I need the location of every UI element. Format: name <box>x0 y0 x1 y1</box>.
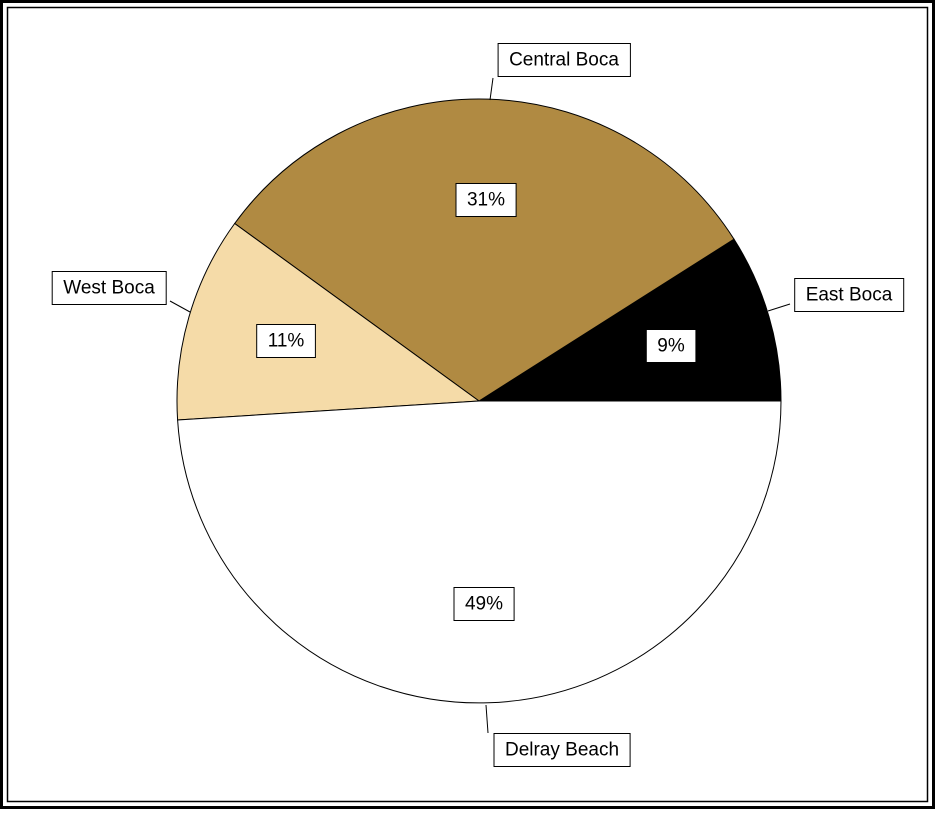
category-label-east-boca-text: East Boca <box>806 285 893 306</box>
category-label-central-boca-box <box>497 43 631 77</box>
value-label-west-boca-box <box>256 324 316 358</box>
category-label-east-boca: East Boca <box>794 278 905 312</box>
value-label-west-boca: 11% <box>256 324 316 358</box>
pie-slice-east-boca <box>477 238 782 402</box>
leader-line-delray-beach <box>485 704 489 734</box>
pie-slice-west-boca <box>176 222 481 421</box>
value-label-delray-beach-box <box>453 587 515 621</box>
category-label-east-boca-box <box>794 278 905 312</box>
value-label-delray-beach-text: 49% <box>465 594 503 615</box>
value-label-central-boca-text: 31% <box>467 190 505 211</box>
category-label-delray-beach: Delray Beach <box>493 733 631 767</box>
pie-slice-central-boca <box>233 98 735 402</box>
leader-line-east-boca <box>767 303 791 312</box>
leader-lines <box>169 77 791 734</box>
category-label-central-boca-text: Central Boca <box>509 50 619 71</box>
category-label-west-boca-box <box>51 271 167 305</box>
slice-labels: 9% East Boca 31% Central Boca 11% West Boca 49… <box>51 43 905 767</box>
value-label-east-boca-box <box>645 329 697 363</box>
pie-slices <box>176 98 782 704</box>
pie-slice-delray-beach <box>177 400 782 704</box>
value-label-delray-beach: 49% <box>453 587 515 621</box>
category-label-delray-beach-box <box>493 733 631 767</box>
value-label-east-boca-text: 9% <box>657 336 685 357</box>
value-label-east-boca: 9% <box>645 329 697 363</box>
category-label-west-boca: West Boca <box>51 271 167 305</box>
leader-line-central-boca <box>489 77 494 101</box>
leader-line-west-boca <box>169 300 191 313</box>
category-label-west-boca-text: West Boca <box>63 278 155 299</box>
category-label-central-boca: Central Boca <box>497 43 631 77</box>
inner-border <box>6 6 929 803</box>
value-label-west-boca-text: 11% <box>268 331 305 352</box>
value-label-central-boca: 31% <box>455 183 517 217</box>
value-label-central-boca-box <box>455 183 517 217</box>
category-label-delray-beach-text: Delray Beach <box>505 740 619 761</box>
